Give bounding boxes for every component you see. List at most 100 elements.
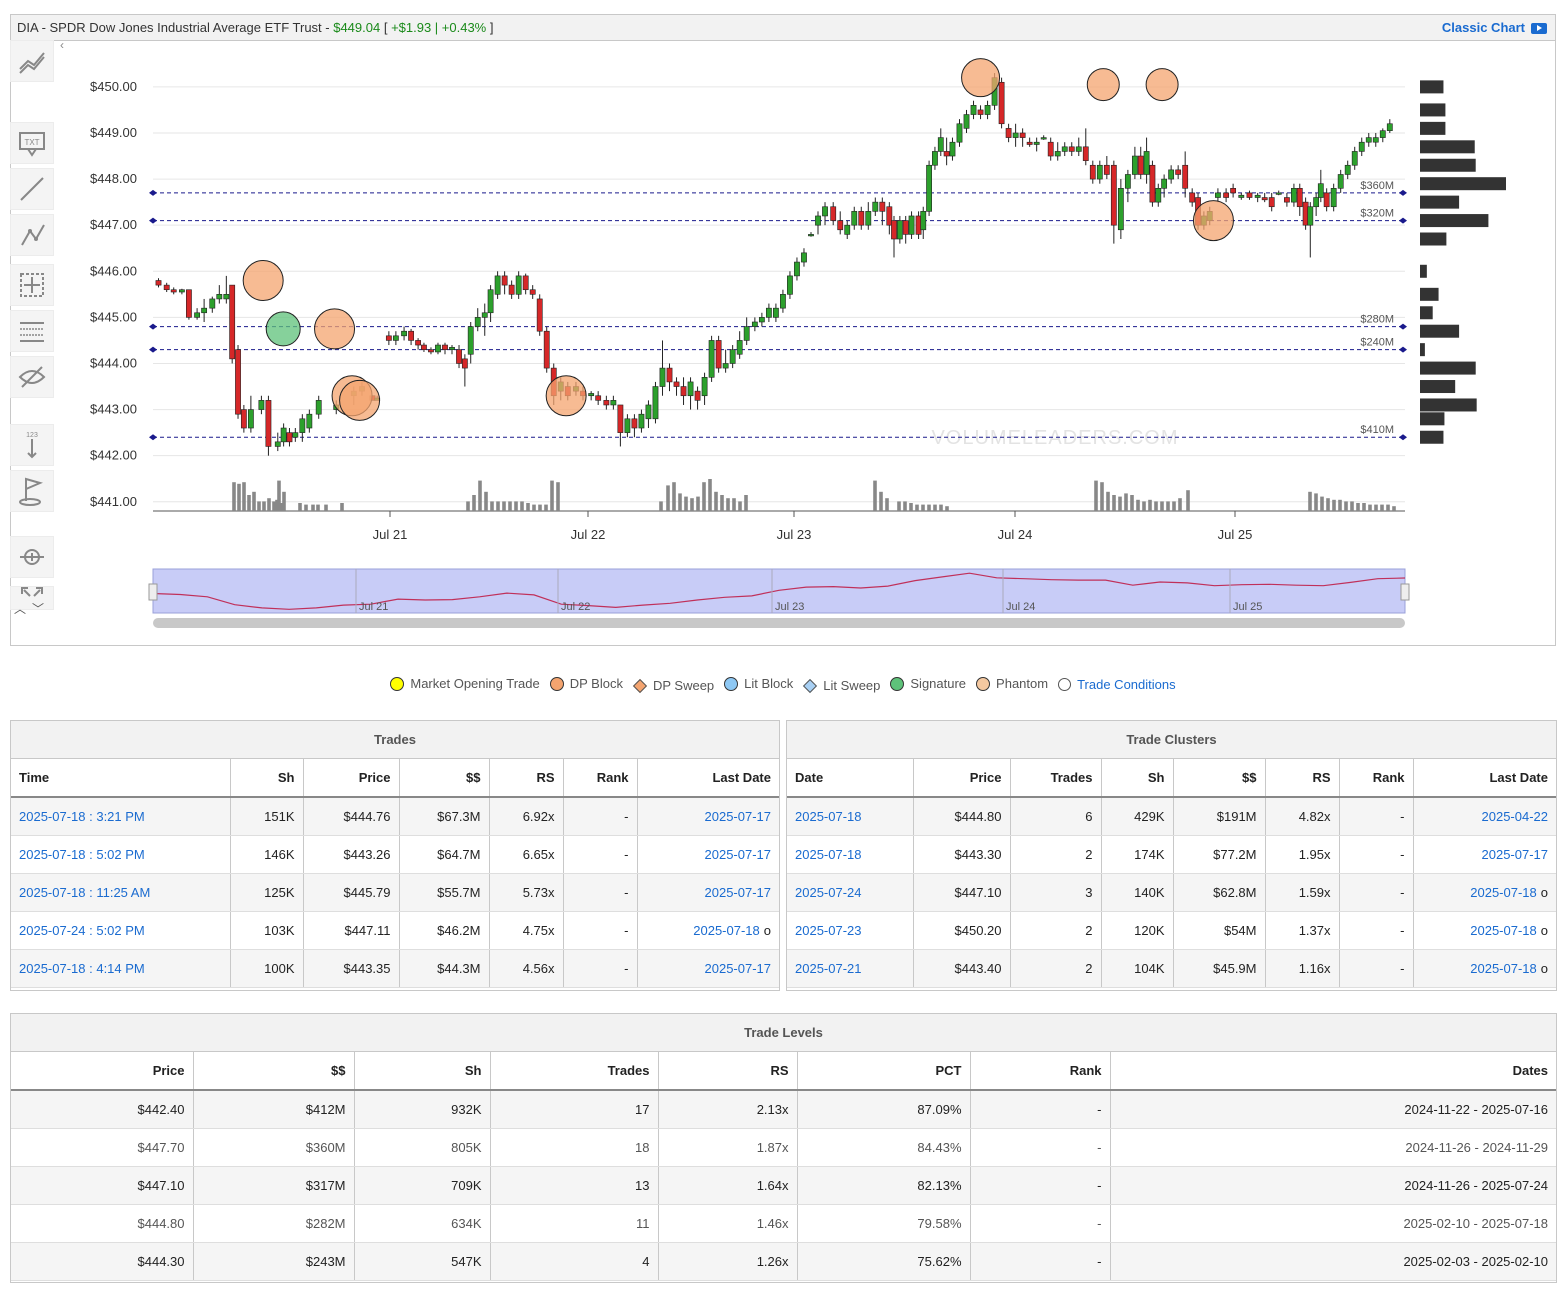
- column-header[interactable]: Rank: [970, 1052, 1111, 1091]
- column-header[interactable]: Price: [303, 759, 400, 798]
- cell-value[interactable]: 2025-07-18: [795, 808, 862, 824]
- legend-item-lit-sweep[interactable]: Lit Sweep: [803, 678, 880, 693]
- legend-item-dp-block[interactable]: DP Block: [549, 676, 623, 691]
- cell-value[interactable]: 2025-07-18: [1470, 960, 1537, 976]
- cell-value[interactable]: 2024-11-22 - 2025-07-16: [1404, 1101, 1548, 1117]
- cell-date[interactable]: 2025-07-23: [787, 911, 914, 950]
- cell-last-date[interactable]: 2025-07-17: [637, 949, 779, 988]
- scroll-down-icon[interactable]: ﹀: [32, 602, 51, 616]
- tool-fibonacci[interactable]: [10, 310, 54, 352]
- legend-item-market-opening-trade[interactable]: Market Opening Trade: [390, 676, 540, 691]
- tool-zoom-in[interactable]: [10, 536, 54, 578]
- navigator-handle-right[interactable]: [1400, 583, 1410, 601]
- cell-value[interactable]: 2025-02-10 - 2025-07-18: [1403, 1215, 1548, 1231]
- cell-value[interactable]: 2025-07-18 : 4:14 PM: [19, 960, 145, 976]
- cell-value[interactable]: 2025-07-23: [795, 922, 862, 938]
- tool-flag[interactable]: [10, 470, 54, 512]
- cell-value[interactable]: 2025-07-18: [693, 922, 760, 938]
- cell-date[interactable]: 2025-07-18: [787, 797, 914, 836]
- column-header[interactable]: RS: [1265, 759, 1340, 798]
- column-header[interactable]: Last Date: [1413, 759, 1556, 798]
- cell-value[interactable]: 2025-07-24: [795, 884, 862, 900]
- cell-value[interactable]: 2025-07-17: [704, 846, 772, 862]
- cell-value[interactable]: 2025-07-18: [795, 846, 862, 862]
- cell-time[interactable]: 2025-07-18 : 3:21 PM: [11, 797, 231, 836]
- cell-value[interactable]: 2025-07-18 : 11:25 AM: [19, 884, 151, 900]
- cell-date[interactable]: 2025-07-18: [787, 835, 914, 874]
- tool-text-annotation[interactable]: TXT: [10, 122, 54, 164]
- column-header[interactable]: Trades: [1010, 759, 1102, 798]
- legend-item-signature[interactable]: Signature: [890, 676, 966, 691]
- cell-value[interactable]: 2024-11-26 - 2024-11-29: [1405, 1139, 1548, 1155]
- column-header[interactable]: $$: [399, 759, 490, 798]
- cell-value[interactable]: 2025-04-22: [1481, 808, 1549, 824]
- cell-value[interactable]: 2024-11-26 - 2025-07-24: [1404, 1177, 1548, 1193]
- collapse-toolbar-icon[interactable]: ‹: [60, 38, 64, 52]
- scroll-up-icon[interactable]: ︿: [14, 602, 33, 616]
- cell-time[interactable]: 2025-07-18 : 4:14 PM: [11, 949, 231, 988]
- cell-last-date[interactable]: 2025-07-18 o: [1413, 873, 1556, 912]
- column-header[interactable]: Dates: [1110, 1052, 1556, 1091]
- cell-value[interactable]: 2025-07-18 : 5:02 PM: [19, 846, 145, 862]
- toolbar-scroll-arrows[interactable]: ︿﹀: [14, 600, 50, 617]
- cell-value[interactable]: 2025-07-18: [1470, 922, 1537, 938]
- cell-time[interactable]: 2025-07-18 : 5:02 PM: [11, 835, 231, 874]
- cell-dates[interactable]: 2025-02-10 - 2025-07-18: [1110, 1204, 1556, 1243]
- classic-chart-label[interactable]: Classic Chart: [1441, 20, 1525, 35]
- navigator-handle-left[interactable]: [148, 583, 158, 601]
- cell-time[interactable]: 2025-07-18 : 11:25 AM: [11, 873, 231, 912]
- tool-abc-pattern[interactable]: [10, 214, 54, 256]
- tool-line-draw[interactable]: [10, 168, 54, 210]
- price-chart[interactable]: $450.00 $449.00 $448.00 $447.00 $446.00 $445.…: [0, 0, 1566, 650]
- tool-fullscreen[interactable]: [10, 586, 54, 610]
- cell-value[interactable]: 2025-02-03 - 2025-02-10: [1403, 1253, 1548, 1269]
- video-play-icon[interactable]: [1531, 23, 1547, 35]
- legend-item-dp-sweep[interactable]: DP Sweep: [632, 678, 714, 693]
- navigator-scrollbar[interactable]: [153, 618, 1405, 628]
- column-header[interactable]: Sh: [354, 1052, 491, 1091]
- column-header[interactable]: $$: [193, 1052, 355, 1091]
- cell-last-date[interactable]: 2025-07-17: [1413, 835, 1556, 874]
- cell-last-date[interactable]: 2025-07-18 o: [1413, 949, 1556, 988]
- column-header[interactable]: Sh: [230, 759, 304, 798]
- cell-dates[interactable]: 2024-11-26 - 2025-07-24: [1110, 1166, 1556, 1205]
- column-header[interactable]: Sh: [1101, 759, 1174, 798]
- tool-value-measure[interactable]: 123: [10, 424, 54, 466]
- tool-trend-lines[interactable]: [10, 40, 54, 82]
- cell-last-date[interactable]: 2025-07-17: [637, 873, 779, 912]
- column-header[interactable]: RS: [489, 759, 564, 798]
- cell-value[interactable]: 2025-07-17: [704, 808, 772, 824]
- trade-conditions-link[interactable]: Trade Conditions: [1058, 677, 1176, 692]
- cell-value[interactable]: 2025-07-24 : 5:02 PM: [19, 922, 145, 938]
- classic-chart-link[interactable]: Classic Chart: [1442, 15, 1547, 40]
- column-header[interactable]: Price: [913, 759, 1011, 798]
- legend-item-phantom[interactable]: Phantom: [976, 676, 1048, 691]
- tool-hide-drawings[interactable]: [10, 356, 54, 398]
- cell-last-date[interactable]: 2025-07-17: [637, 835, 779, 874]
- cell-time[interactable]: 2025-07-24 : 5:02 PM: [11, 911, 231, 950]
- column-header[interactable]: Time: [11, 759, 231, 798]
- column-header[interactable]: Last Date: [637, 759, 779, 798]
- legend-item-lit-block[interactable]: Lit Block: [724, 676, 793, 691]
- cell-date[interactable]: 2025-07-24: [787, 873, 914, 912]
- column-header[interactable]: Rank: [1339, 759, 1414, 798]
- tool-crosshair-measure[interactable]: [10, 264, 54, 306]
- cell-dates[interactable]: 2024-11-22 - 2025-07-16: [1110, 1090, 1556, 1129]
- column-header[interactable]: Price: [11, 1052, 194, 1091]
- column-header[interactable]: Rank: [563, 759, 638, 798]
- cell-value[interactable]: 2025-07-21: [795, 960, 862, 976]
- column-header[interactable]: Date: [787, 759, 914, 798]
- cell-last-date[interactable]: 2025-04-22: [1413, 797, 1556, 836]
- column-header[interactable]: RS: [658, 1052, 798, 1091]
- column-header[interactable]: PCT: [797, 1052, 971, 1091]
- cell-last-date[interactable]: 2025-07-18 o: [637, 911, 779, 950]
- cell-last-date[interactable]: 2025-07-17: [637, 797, 779, 836]
- cell-value[interactable]: 2025-07-17: [704, 960, 772, 976]
- column-header[interactable]: $$: [1173, 759, 1266, 798]
- cell-value[interactable]: 2025-07-17: [1481, 846, 1549, 862]
- cell-dates[interactable]: 2025-02-03 - 2025-02-10: [1110, 1242, 1556, 1281]
- cell-date[interactable]: 2025-07-21: [787, 949, 914, 988]
- cell-value[interactable]: 2025-07-17: [704, 884, 772, 900]
- cell-last-date[interactable]: 2025-07-18 o: [1413, 911, 1556, 950]
- cell-value[interactable]: 2025-07-18 : 3:21 PM: [19, 808, 145, 824]
